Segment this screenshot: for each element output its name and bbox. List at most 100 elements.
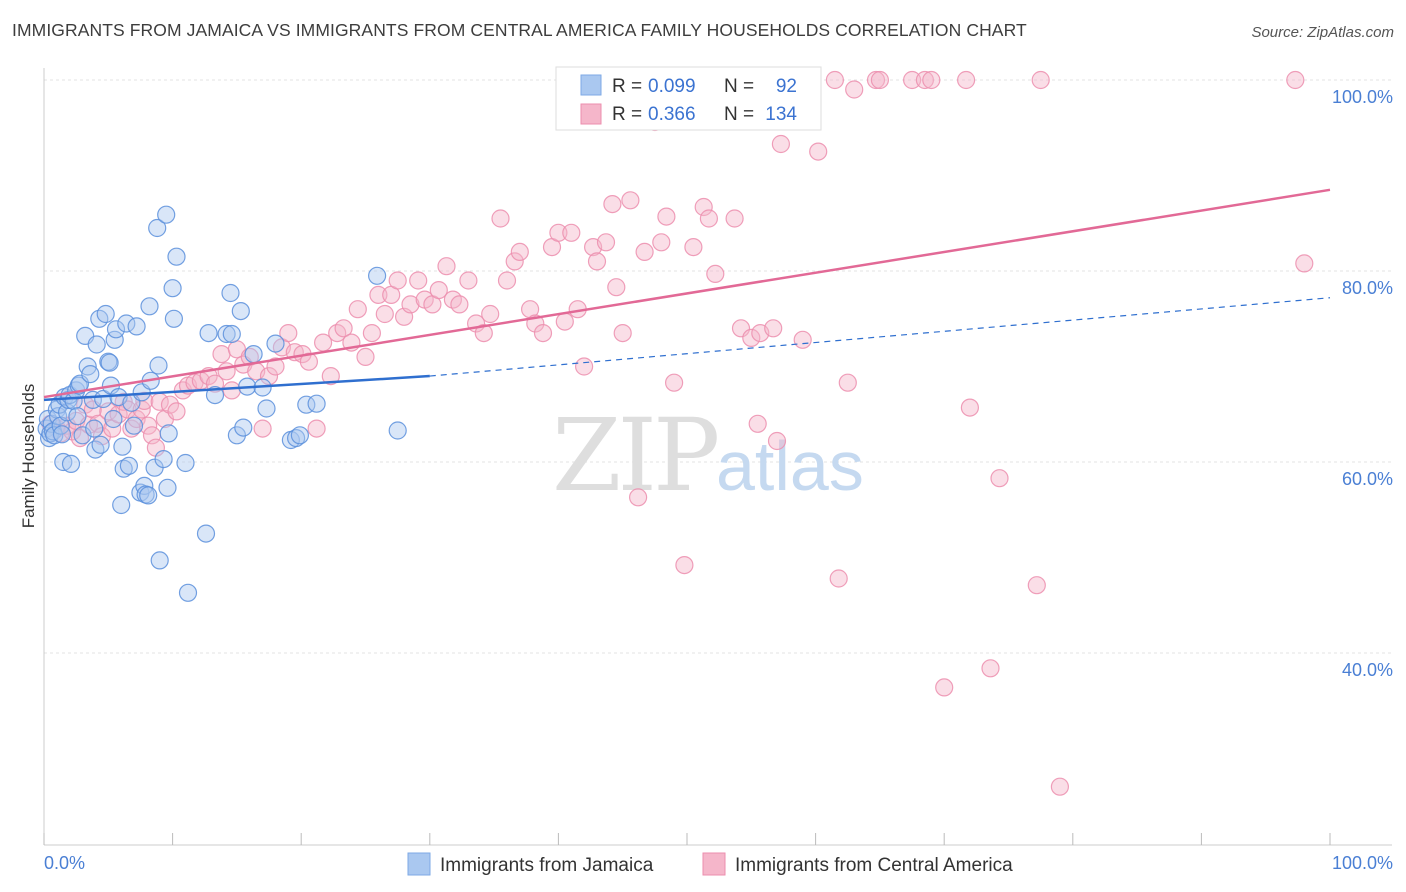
legend-n-value-2: 134 [765,104,797,125]
x-tick-label-max: 100.0% [1332,853,1393,873]
scatter-point-jamaica [244,345,263,364]
scatter-point-jamaica [178,583,198,602]
scatter-point-central-america [375,304,394,324]
scatter-point-jamaica [222,324,241,344]
y-tick-label: 100.0% [1332,87,1393,107]
scatter-point-central-america [587,252,607,271]
scatter-point-central-america [212,345,231,364]
scatter-point-jamaica [119,456,138,475]
y-axis-label: Family Households [19,384,38,529]
scatter-point-central-america [362,324,381,343]
scatter-point-central-america [369,285,388,304]
scatter-point-jamaica [368,266,387,285]
y-tick-labels: 100.0% 80.0% 60.0% 40.0% [1332,87,1393,680]
scatter-point-central-america [279,324,298,343]
scatter-point-jamaica [176,453,195,473]
scatter-point-central-america [628,488,648,507]
scatter-point-jamaica [257,399,276,418]
scatter-point-central-america [793,330,812,349]
scatter-point-jamaica [199,324,218,343]
scatter-point-central-america [356,347,375,366]
scatter-point-central-america [956,70,976,90]
scatter-point-jamaica [266,334,285,353]
scatter-point-central-america [266,357,285,376]
bottom-legend: Immigrants from Jamaica Immigrants from … [407,852,1013,876]
scatter-point-central-america [167,402,186,421]
scatter-point-jamaica [45,426,64,445]
scatter-point-central-america [675,555,694,575]
scatter-point-central-america [510,242,529,261]
scatter-point-central-america [160,395,180,414]
watermark-atlas: atlas [716,427,864,505]
scatter-point-central-america [748,414,767,433]
scatter-point-jamaica [81,365,100,384]
scatter-point-central-america [635,242,654,261]
scatter-point-central-america [935,678,954,697]
scatter-point-central-america [1031,70,1050,90]
scatter-point-central-america [388,271,407,290]
legend-r-label-2: R = [612,104,642,125]
trend-line-jamaica-extension [429,297,1331,377]
bottom-legend-label-jamaica: Immigrants from Jamaica [440,855,654,876]
legend-swatch-central [580,103,602,125]
scatter-point-central-america [505,252,524,271]
scatter-point-central-america [603,195,622,214]
scatter-point-central-america [321,367,340,386]
scatter-point-central-america [222,381,241,400]
scatter-point-jamaica [221,283,240,303]
legend-n-label-1: N = [724,76,754,97]
scatter-point-central-america [491,209,510,228]
scatter-point-central-america [497,271,517,290]
scatter-point-central-america [613,324,632,343]
scatter-point-jamaica [106,320,126,339]
scatter-point-central-america [474,324,493,343]
scatter-point-central-america [307,419,326,438]
x-tick-label-min: 0.0% [44,853,85,873]
scatter-point-central-america [562,223,581,242]
scatter-point-jamaica [196,524,216,543]
scatter-point-central-america [437,257,456,276]
scatter-point-central-america [139,416,158,435]
scatter-point-jamaica [112,495,131,515]
scatter-point-central-america [253,419,272,438]
scatter-point-central-america [771,134,791,154]
legend-r-value-2: 0.366 [648,104,696,125]
scatter-point-jamaica [127,317,146,336]
trend-line-central-america [43,188,1331,399]
scatter-point-central-america [574,357,594,376]
scatter-point-jamaica [234,418,253,437]
scatter-point-central-america [694,197,713,217]
scatter-point-jamaica [149,356,168,375]
scatter-point-central-america [1050,777,1070,796]
bottom-legend-label-central: Immigrants from Central America [735,855,1013,876]
scatter-point-central-america [657,207,676,226]
scatter-point-central-america [809,142,828,161]
scatter-point-jamaica [159,424,178,443]
bottom-legend-swatch-jamaica [407,852,431,876]
scatter-point-central-america [70,429,90,448]
scatter-point-central-america [838,373,857,392]
scatter-point-central-america [767,431,787,451]
scatter-point-jamaica [124,416,144,435]
scatter-point-jamaica [290,426,309,445]
scatter-point-jamaica [52,425,72,444]
scatter-point-central-america [915,70,935,90]
axes [43,68,1392,846]
scatter-point-central-america [607,278,626,297]
scatter-point-central-america [870,70,890,90]
scatter-point-central-america [990,469,1009,488]
scatter-point-central-america [960,398,980,417]
scatter-point-jamaica [85,419,104,438]
series-jamaica [37,205,407,602]
scatter-point-jamaica [91,435,110,454]
scatter-point-jamaica [73,426,92,445]
scatter-point-jamaica [158,478,177,497]
scatter-point-central-america [902,70,922,90]
legend-box: R = 0.099 N = 92 R = 0.366 N = 134 [555,66,822,131]
trend-lines [43,188,1331,402]
scatter-point-central-america [1286,70,1305,90]
scatter-point-central-america [621,191,640,210]
scatter-point-central-america [652,233,671,252]
watermark: ZIP atlas [552,397,864,514]
scatter-point-central-america [401,295,420,314]
